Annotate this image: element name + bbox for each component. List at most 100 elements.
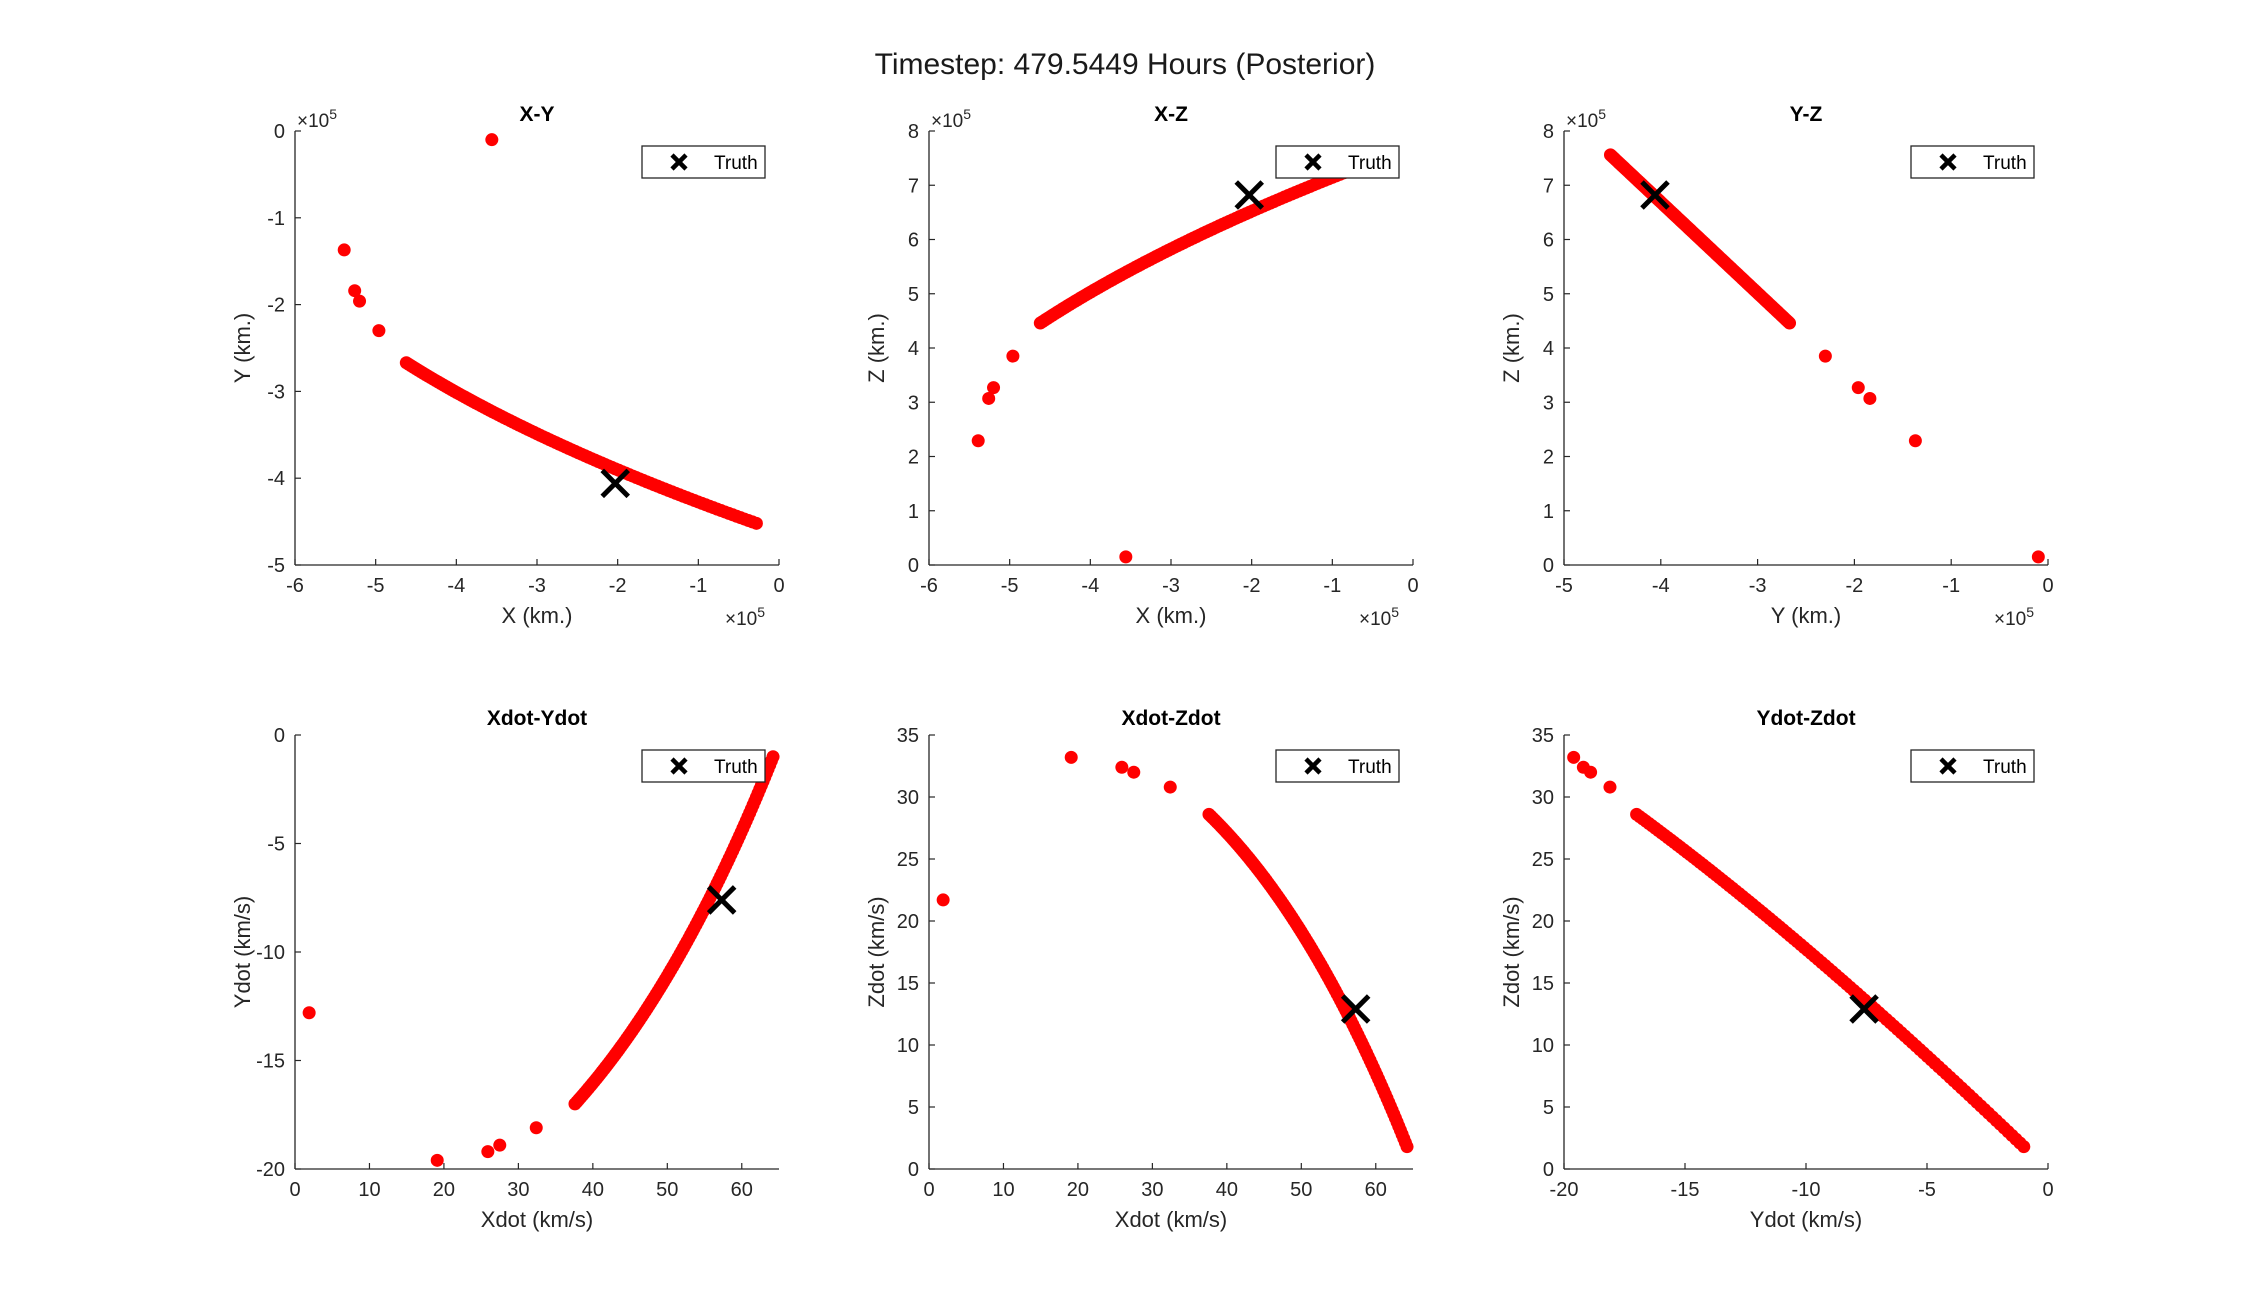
legend-marker	[670, 757, 688, 775]
x-tick-label: 0	[923, 1179, 934, 1201]
particle-point	[936, 893, 950, 907]
legend-marker	[1304, 757, 1322, 775]
y-tick-label: 5	[1543, 284, 1554, 306]
truth-marker	[600, 468, 631, 499]
subplot-y-z: -5 -4 -3 -2 -1 0 0 1 2 3 4 5 6 7 8 ×105 ×105 Y-Z Y (km.) Z …	[1499, 103, 2054, 630]
particle-point	[1119, 550, 1133, 564]
x-tick-label: 60	[731, 1179, 753, 1201]
y-tick-label: 7	[1543, 175, 1554, 197]
x-axis-label: X (km.)	[1136, 603, 1207, 628]
x-tick-label: -6	[920, 575, 938, 597]
legend-label: Truth	[714, 757, 758, 778]
x-tick-label: 0	[773, 575, 784, 597]
particle-point	[1064, 750, 1078, 764]
x-tick-label: -2	[609, 575, 627, 597]
y-tick-label: 8	[908, 121, 919, 143]
particle-point	[982, 391, 996, 405]
legend: Truth	[1910, 749, 2035, 783]
x-tick-label: -1	[1323, 575, 1341, 597]
particle-point	[1851, 381, 1865, 395]
y-tick-label: 2	[908, 447, 919, 469]
y-exponent-label: ×105	[931, 106, 971, 132]
y-tick-label: 8	[1543, 121, 1554, 143]
y-tick-label: 2	[1543, 447, 1554, 469]
y-tick-label: 15	[897, 973, 919, 995]
x-tick-label: 20	[433, 1179, 455, 1201]
x-tick-label: 30	[1141, 1179, 1163, 1201]
y-axis-label: Z (km.)	[1499, 313, 1524, 383]
particle-point	[1603, 148, 1617, 162]
legend-marker	[1939, 757, 1957, 775]
truth-stroke	[600, 468, 631, 499]
y-tick-label: 20	[1532, 911, 1554, 933]
particle-point	[430, 1153, 444, 1167]
y-tick-label: 0	[274, 121, 285, 143]
y-tick-label: 6	[908, 230, 919, 252]
legend: Truth	[1275, 749, 1400, 783]
particle-point	[485, 133, 499, 147]
truth-stroke	[706, 885, 737, 915]
x-tick-label: -5	[1555, 575, 1573, 597]
x-axis-label: Y (km.)	[1771, 603, 1841, 628]
x-tick-label: -2	[1846, 575, 1864, 597]
x-tick-label: 0	[2042, 575, 2053, 597]
legend: Truth	[1275, 145, 1400, 179]
x-tick-label: -5	[1001, 575, 1019, 597]
y-tick-label: -2	[267, 295, 285, 317]
particle-point	[749, 516, 763, 530]
subplot-xdot-ydot: 0 10 20 30 40 50 60 -20 -15 -10 -5 0 Xdot-Ydot Xdot (…	[230, 707, 780, 1232]
x-tick-label: -15	[1671, 1179, 1700, 1201]
particle-point	[1863, 391, 1877, 405]
y-tick-label: 0	[908, 1159, 919, 1181]
particle-point	[987, 381, 1001, 395]
legend-box	[1910, 749, 2035, 783]
y-tick-label: 1	[908, 501, 919, 523]
x-axis-label: Xdot (km/s)	[481, 1207, 593, 1232]
legend-label: Truth	[1348, 757, 1392, 778]
x-exponent-label: ×105	[725, 604, 765, 630]
y-tick-label: 35	[897, 725, 919, 747]
y-axis-label: Z (km.)	[864, 313, 889, 383]
y-tick-label: 20	[897, 911, 919, 933]
x-tick-label: -5	[367, 575, 385, 597]
y-tick-label: 30	[1532, 787, 1554, 809]
y-tick-label: 5	[1543, 1097, 1554, 1119]
x-axis-label: X (km.)	[502, 603, 573, 628]
x-tick-label: -20	[1550, 1179, 1579, 1201]
particle-point	[1908, 434, 1922, 448]
y-axis-label: Y (km.)	[230, 313, 255, 383]
y-tick-label: 35	[1532, 725, 1554, 747]
legend-marker	[1304, 153, 1322, 171]
legend-marker	[670, 153, 688, 171]
legend-box	[641, 749, 766, 783]
y-tick-label: 4	[908, 338, 919, 360]
truth-stroke	[1234, 180, 1265, 210]
particle-point	[1584, 765, 1598, 779]
subplot-title: X-Z	[1154, 103, 1188, 126]
particle-point	[1603, 780, 1617, 794]
y-tick-label: 7	[908, 175, 919, 197]
particle-point	[1115, 760, 1129, 774]
truth-marker	[1640, 180, 1670, 210]
x-tick-label: -6	[286, 575, 304, 597]
x-tick-label: 10	[992, 1179, 1014, 1201]
truth-stroke	[1849, 994, 1879, 1024]
y-tick-label: -5	[267, 834, 285, 856]
x-tick-label: 10	[358, 1179, 380, 1201]
y-tick-label: -5	[267, 555, 285, 577]
particle-point	[1006, 349, 1020, 363]
y-tick-label: -20	[256, 1159, 285, 1181]
truth-marker	[706, 885, 737, 915]
particle-point	[1127, 765, 1141, 779]
x-tick-label: -1	[689, 575, 707, 597]
x-tick-label: -4	[1652, 575, 1670, 597]
x-tick-label: 50	[656, 1179, 678, 1201]
x-tick-label: 0	[2042, 1179, 2053, 1201]
subplot-title: X-Y	[519, 103, 554, 126]
figure-title: Timestep: 479.5449 Hours (Posterior)	[874, 48, 1376, 81]
particle-point	[353, 294, 367, 308]
particle-point	[493, 1138, 507, 1152]
x-tick-label: -2	[1243, 575, 1261, 597]
legend: Truth	[1910, 145, 2035, 179]
